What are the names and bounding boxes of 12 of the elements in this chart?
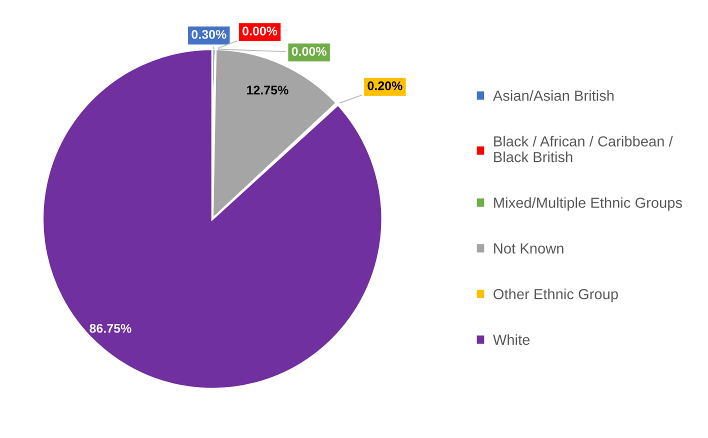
text: 0.00% — [292, 46, 326, 56]
legend-label: Mixed/Multiple Ethnic Groups — [494, 197, 682, 211]
legend-label: Asian/Asian British — [492, 90, 614, 101]
legend-label: Not Known — [494, 243, 564, 254]
legend-label: Other Ethnic Group — [494, 288, 618, 302]
legend-label: White — [492, 334, 530, 345]
data-label: 12.75% — [247, 86, 288, 95]
data-label: 86.75% — [90, 324, 132, 333]
data-label: 0.20% — [368, 81, 402, 90]
data-label: 0.30% — [192, 30, 226, 39]
legend-label: Black / African / Caribbean / Black British — [494, 136, 673, 162]
text: 0.00% — [242, 26, 278, 36]
